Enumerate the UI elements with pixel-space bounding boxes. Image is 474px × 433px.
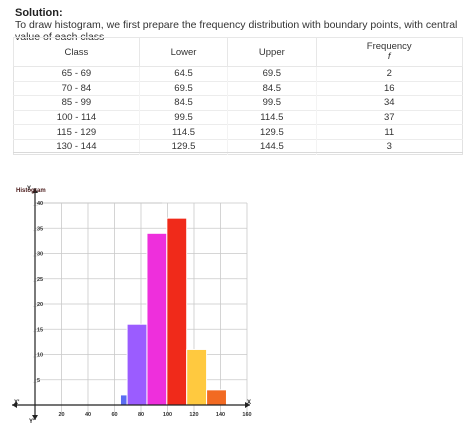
- table-bottom-rule: [13, 152, 463, 153]
- table-cell: 3: [315, 138, 463, 155]
- y-axis-neg-label: Y': [29, 419, 35, 425]
- table-cell: 64.5: [138, 66, 228, 82]
- y-tick-label: 40: [37, 201, 43, 207]
- axes: Histogram 5 10 15 20 25 30 35 40 20 40 60 80 100 120 14…: [12, 186, 252, 425]
- table-row: 85 - 99 84.5 99.5 34: [13, 95, 463, 111]
- x-tick-label: 80: [138, 412, 144, 418]
- x-tick-label: 120: [189, 412, 198, 418]
- table-cell: 16: [315, 80, 463, 96]
- table-body: 65 - 69 64.5 69.5 2 70 - 84 69.5 84.5 16 85 - 99…: [13, 66, 463, 155]
- table-cell: 34: [315, 95, 463, 111]
- y-axis-arrow: [32, 188, 38, 193]
- x-axis-label: X: [247, 400, 251, 406]
- table-cell: 84.5: [227, 80, 316, 96]
- y-axis-neg-arrow: [32, 415, 38, 420]
- table-cell: 69.5: [227, 66, 316, 82]
- histogram-bar-1: [119, 394, 128, 406]
- table-row: 130 - 144 129.5 144.5 3: [13, 138, 463, 155]
- frequency-table: Class Lower Upper Frequency f 65 - 69 64.…: [13, 37, 463, 155]
- table-cell: 99.5: [227, 95, 316, 111]
- table-cell: 84.5: [138, 95, 228, 111]
- table-row: 100 - 114 99.5 114.5 37: [13, 109, 463, 125]
- y-axis-label: Y: [27, 186, 31, 192]
- histogram-bar-6: [206, 389, 227, 406]
- table-cell: 85 - 99: [13, 95, 140, 111]
- x-tick-label: 20: [58, 412, 64, 418]
- x-axis-neg-arrow: [12, 402, 17, 408]
- table-cell: 115 - 129: [13, 124, 140, 140]
- table-cell: 70 - 84: [13, 80, 140, 96]
- table-cell: 99.5: [138, 109, 228, 125]
- header-frequency: Frequency f: [315, 37, 463, 67]
- table-cell: 69.5: [138, 80, 228, 96]
- x-tick-label: 160: [242, 412, 251, 418]
- y-tick-label: 20: [37, 302, 43, 308]
- histogram-bar-5: [186, 348, 208, 406]
- header-frequency-label: Frequency: [366, 41, 412, 52]
- table-cell: 114.5: [138, 124, 228, 140]
- table-row: 65 - 69 64.5 69.5 2: [13, 66, 463, 82]
- table-cell: 129.5: [138, 138, 228, 155]
- y-tick-label: 35: [37, 226, 43, 232]
- table-cell: 144.5: [227, 138, 316, 155]
- table-row: 115 - 129 114.5 129.5 11: [13, 124, 463, 140]
- header-class: Class: [13, 37, 140, 67]
- table-cell: 11: [315, 124, 463, 140]
- chart-title: Histogram: [16, 188, 46, 194]
- bars: [119, 217, 227, 406]
- header-frequency-symbol: f: [387, 51, 391, 62]
- header-upper: Upper: [227, 37, 317, 67]
- x-axis-neg-label: X': [14, 400, 20, 406]
- x-tick-label: 40: [85, 412, 91, 418]
- y-tick-label: 25: [37, 277, 43, 283]
- table-header-row: Class Lower Upper Frequency f: [13, 37, 463, 67]
- table-cell: 100 - 114: [13, 109, 140, 125]
- table-cell: 129.5: [227, 124, 316, 140]
- histogram-chart: Histogram 5 10 15 20 25 30 35 40 20 40 60 80 100 120 14…: [12, 186, 252, 425]
- y-tick-label: 15: [37, 327, 43, 333]
- x-tick-label: 140: [216, 412, 225, 418]
- histogram-bar-4: [166, 217, 188, 406]
- x-axis-arrow: [245, 402, 250, 408]
- header-lower: Lower: [138, 37, 229, 67]
- table-cell: 130 - 144: [13, 138, 140, 155]
- histogram-bar-3: [146, 232, 168, 406]
- y-tick-label: 30: [37, 252, 43, 258]
- histogram-bar-2: [126, 323, 148, 406]
- y-tick-label: 10: [37, 353, 43, 359]
- table-cell: 2: [315, 66, 463, 82]
- solution-heading: Solution:: [15, 7, 63, 19]
- table-cell: 65 - 69: [13, 66, 140, 82]
- y-tick-label: 5: [37, 378, 40, 384]
- table-row: 70 - 84 69.5 84.5 16: [13, 80, 463, 96]
- table-cell: 37: [315, 109, 463, 125]
- x-tick-label: 100: [163, 412, 172, 418]
- x-tick-label: 60: [111, 412, 117, 418]
- table-cell: 114.5: [227, 109, 316, 125]
